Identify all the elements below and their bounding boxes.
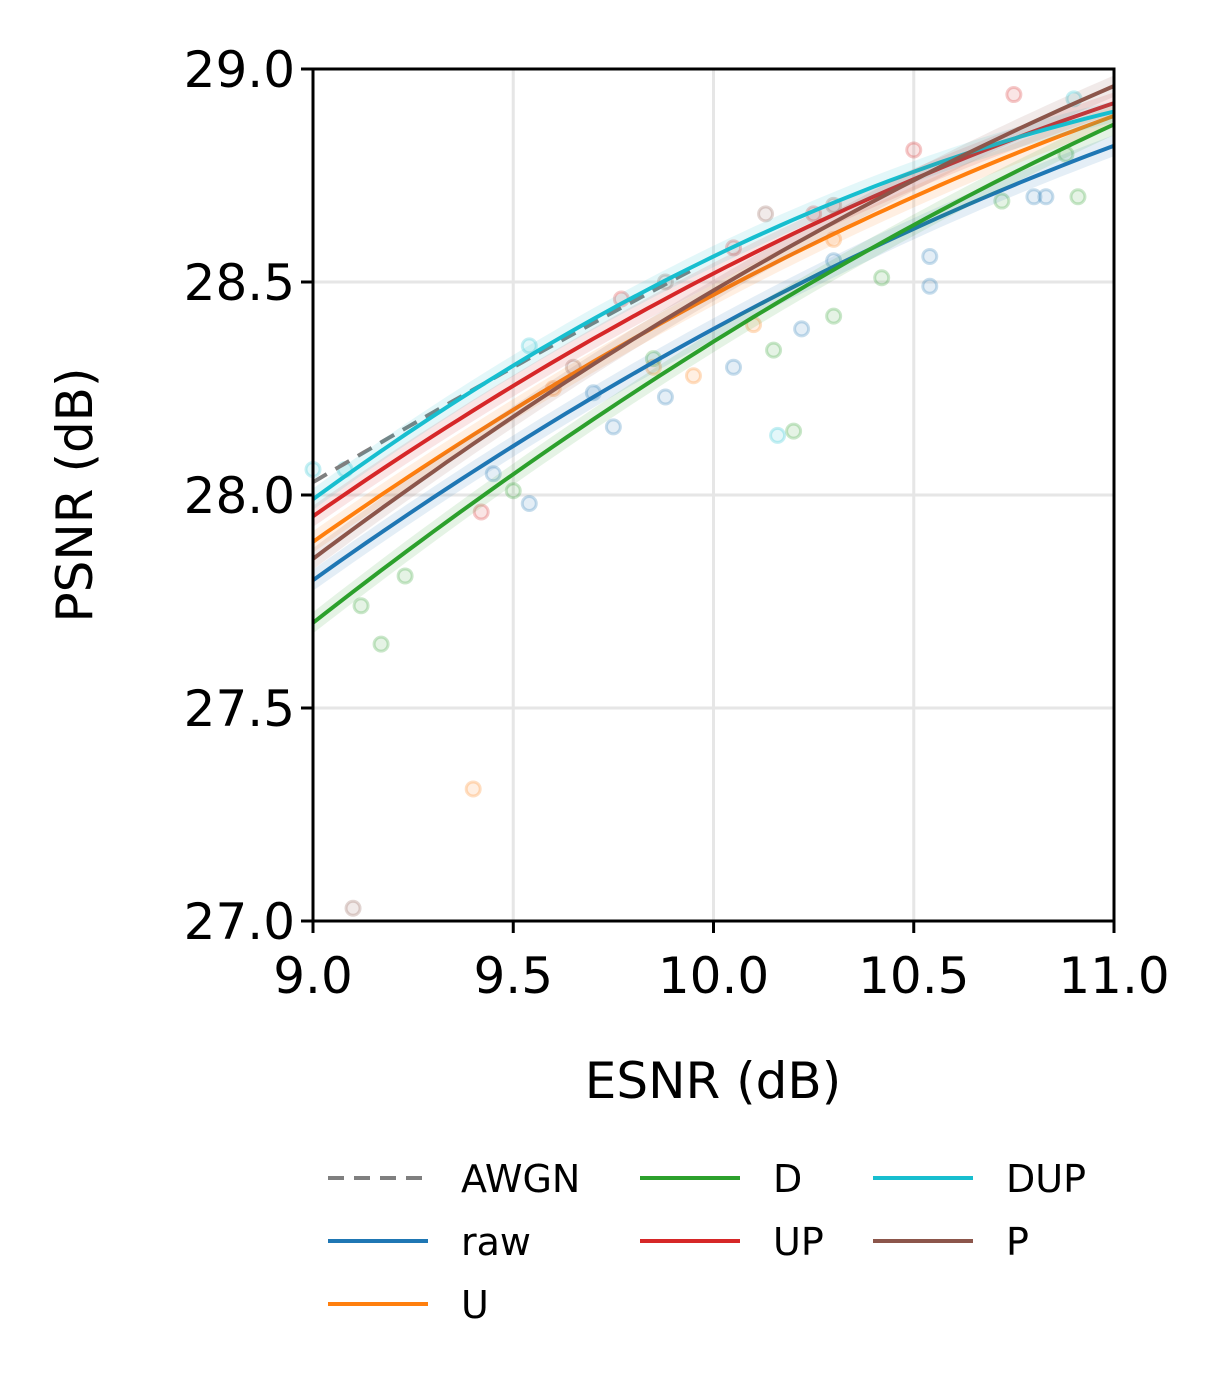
series-line-UP (311, 101, 1115, 518)
legend-label-P: P (1006, 1220, 1029, 1264)
y-tick-label: 27.0 (184, 893, 295, 951)
data-point-raw (921, 247, 939, 265)
confidence-band-U (313, 105, 1114, 553)
data-point-raw (725, 358, 743, 376)
data-point-D (873, 269, 891, 287)
data-point-D (785, 422, 803, 440)
y-tick-label: 29.0 (184, 41, 295, 99)
data-point-U (464, 780, 482, 798)
data-point-U (684, 367, 702, 385)
data-point-raw (921, 277, 939, 295)
data-point-raw (604, 418, 622, 436)
data-point-UP (905, 141, 923, 159)
x-tick-label: 11.0 (1058, 947, 1169, 1005)
legend-label-AWGN: AWGN (461, 1157, 580, 1201)
data-point-raw (1037, 188, 1055, 206)
series-line-D (311, 122, 1115, 625)
data-point-D (504, 482, 522, 500)
legend-label-D: D (773, 1157, 802, 1201)
data-point-raw (484, 465, 502, 483)
data-point-DUP (769, 426, 787, 444)
x-tick-label: 9.5 (473, 947, 553, 1005)
data-point-D (765, 341, 783, 359)
confidence-band-DUP (313, 101, 1114, 510)
data-point-UP (1005, 86, 1023, 104)
data-point-D (396, 567, 414, 585)
data-point-D (1069, 188, 1087, 206)
x-tick-label: 10.5 (858, 947, 969, 1005)
series-line-U (311, 114, 1115, 544)
confidence-band-P (313, 75, 1114, 570)
y-axis-label: PSNR (dB) (46, 368, 104, 623)
data-point-D (993, 192, 1011, 210)
legend-label-DUP: DUP (1006, 1157, 1086, 1201)
series-line-P (311, 84, 1115, 561)
data-point-D (825, 307, 843, 325)
data-point-raw (1025, 188, 1043, 206)
legend-label-U: U (461, 1283, 489, 1327)
y-tick-label: 27.5 (184, 680, 295, 738)
data-point-D (352, 597, 370, 615)
data-point-UP (472, 503, 490, 521)
confidence-band-D (313, 113, 1114, 634)
confidence-band-raw (313, 135, 1114, 591)
x-axis-label: ESNR (dB) (585, 1052, 841, 1110)
data-point-DUP (520, 337, 538, 355)
data-point-raw (520, 495, 538, 513)
y-tick-label: 28.5 (184, 254, 295, 312)
x-tick-label: 10.0 (658, 947, 769, 1005)
legend-label-UP: UP (773, 1220, 824, 1264)
data-point-P (344, 899, 362, 917)
series-line-raw (311, 143, 1115, 582)
series-lines (311, 75, 1115, 634)
y-axis: 27.0 27.5 28.0 28.5 29.0 (184, 41, 313, 951)
scatter-points (304, 86, 1087, 917)
data-point-D (372, 635, 390, 653)
data-point-raw (793, 320, 811, 338)
confidence-band-UP (313, 92, 1114, 527)
legend-label-raw: raw (461, 1220, 531, 1264)
data-point-raw (656, 388, 674, 406)
x-axis: 9.0 9.5 10.0 10.5 11.0 (273, 921, 1170, 1005)
y-tick-label: 28.0 (184, 467, 295, 525)
data-point-P (757, 205, 775, 223)
x-tick-label: 9.0 (273, 947, 353, 1005)
